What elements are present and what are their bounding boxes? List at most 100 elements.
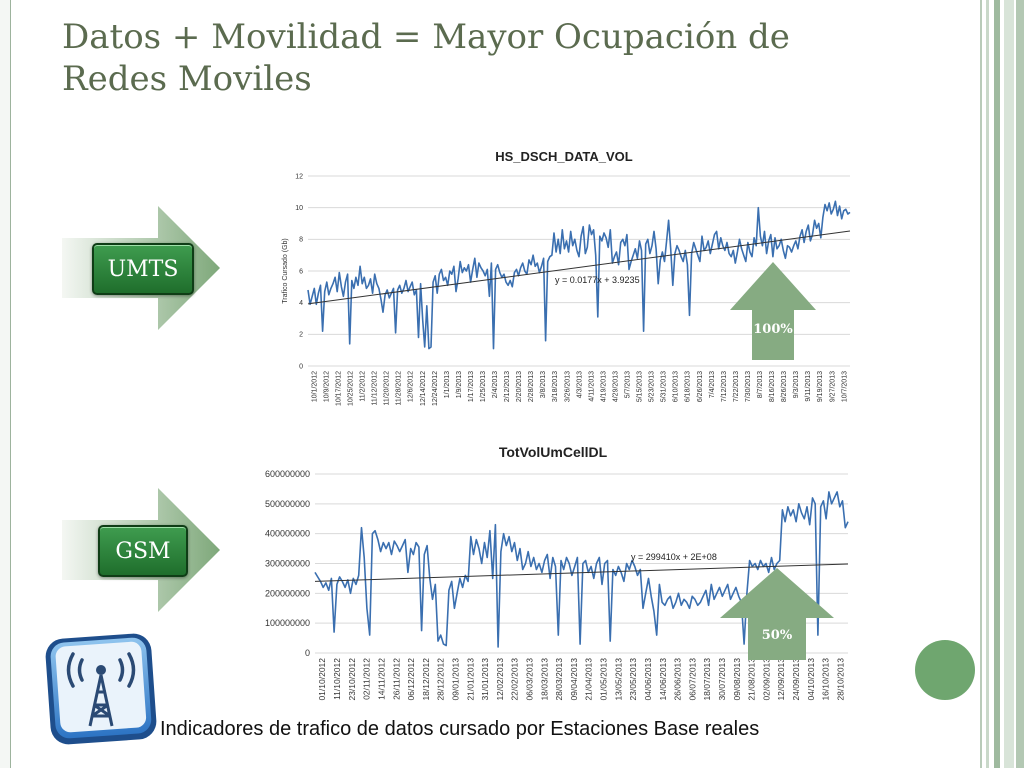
wireless-tower-icon [45, 633, 157, 745]
x-tick-label: 10/7/2013 [841, 371, 848, 402]
x-tick-label: 21/01/2013 [465, 658, 475, 701]
x-tick-label: 11/2/2012 [360, 371, 367, 402]
x-tick-label: 28/03/2013 [554, 658, 564, 701]
x-tick-label: 18/07/2013 [702, 658, 712, 701]
x-tick-label: 12/24/2012 [432, 371, 439, 406]
x-tick-label: 01/10/2012 [317, 658, 327, 701]
x-tick-label: 14/11/2012 [376, 658, 386, 700]
x-tick-label: 3/26/2013 [564, 371, 571, 402]
x-tick-label: 12/09/2013 [776, 658, 786, 701]
y-tick-label: 500000000 [265, 499, 310, 509]
y-tick-label: 400000000 [265, 529, 310, 539]
umts-increase-label: 100% [753, 322, 793, 337]
x-tick-label: 22/02/2013 [510, 658, 520, 701]
x-tick-label: 02/11/2012 [362, 658, 372, 700]
trendline-equation: y = 0.0177x + 3.9235 [555, 275, 640, 285]
gsm-label: GSM [115, 538, 171, 564]
x-tick-label: 2/20/2013 [516, 371, 523, 402]
x-tick-label: 3/18/2013 [552, 371, 559, 402]
x-tick-label: 7/12/2013 [721, 371, 728, 402]
x-tick-label: 21/04/2013 [584, 658, 594, 701]
x-tick-label: 11/10/2012 [332, 658, 342, 700]
x-tick-label: 7/22/2013 [733, 371, 740, 402]
x-tick-label: 7/30/2013 [745, 371, 752, 402]
x-tick-label: 12/6/2012 [408, 371, 415, 402]
series-line [314, 491, 849, 648]
x-tick-label: 1/17/2013 [468, 371, 475, 402]
x-tick-label: 06/07/2013 [687, 658, 697, 701]
y-tick-label: 12 [295, 173, 303, 180]
y-tick-label: 4 [299, 300, 303, 307]
x-tick-label: 9/11/2013 [805, 371, 812, 402]
y-tick-label: 300000000 [265, 559, 310, 569]
x-tick-label: 28/12/2012 [436, 658, 446, 701]
x-tick-label: 11/20/2012 [384, 371, 391, 406]
circle-decoration [915, 640, 975, 700]
umts-badge: UMTS [92, 243, 194, 295]
x-tick-label: 6/10/2013 [673, 371, 680, 402]
chart-title: TotVolUmCellDL [499, 444, 608, 460]
x-tick-label: 26/06/2013 [673, 658, 683, 701]
x-tick-label: 8/16/2013 [769, 371, 776, 402]
x-tick-label: 5/7/2013 [625, 371, 632, 398]
x-tick-label: 3/8/2013 [540, 371, 547, 398]
x-tick-label: 18/03/2013 [539, 658, 549, 701]
gsm-up-arrow-icon: 50% [720, 568, 834, 660]
left-frame-border [0, 0, 11, 768]
trendline [307, 230, 851, 305]
trendline [314, 563, 849, 582]
x-tick-label: 9/27/2013 [829, 371, 836, 402]
x-tick-label: 30/07/2013 [717, 658, 727, 701]
x-tick-label: 6/26/2013 [697, 371, 704, 402]
x-tick-label: 5/31/2013 [661, 371, 668, 402]
x-tick-label: 01/05/2013 [599, 658, 609, 701]
x-tick-label: 2/12/2013 [504, 371, 511, 402]
y-tick-label: 6 [299, 268, 303, 275]
y-tick-label: 100000000 [265, 618, 310, 628]
y-axis-label: Trafico Cursado (Gb) [282, 238, 289, 303]
x-tick-label: 1/1/2013 [444, 371, 451, 398]
y-tick-label: 8 [299, 237, 303, 244]
x-tick-label: 11/12/2012 [372, 371, 379, 406]
x-tick-label: 7/4/2013 [709, 371, 716, 398]
x-tick-label: 11/28/2012 [396, 371, 403, 406]
umts-label: UMTS [107, 256, 179, 282]
x-tick-label: 31/01/2013 [480, 658, 490, 701]
right-frame-stripes [978, 0, 1024, 768]
x-tick-label: 4/29/2013 [612, 371, 619, 402]
x-tick-label: 16/10/2013 [821, 658, 831, 701]
x-tick-label: 23/05/2013 [628, 658, 638, 701]
x-tick-label: 14/06/2013 [658, 658, 668, 701]
x-tick-label: 9/3/2013 [793, 371, 800, 398]
x-tick-label: 1/9/2013 [456, 371, 463, 398]
x-tick-label: 10/1/2012 [311, 371, 318, 402]
series-line [307, 200, 851, 350]
trendline-equation: y = 299410x + 2E+08 [631, 552, 717, 562]
slide-caption: Indicadores de trafico de datos cursado … [160, 718, 760, 740]
gsm-traffic-chart: TotVolUmCellDL 0 100000000 200000000 300000… [265, 444, 849, 701]
x-tick-label: 12/02/2013 [495, 658, 505, 701]
x-tick-label: 04/10/2013 [806, 658, 816, 701]
x-tick-label: 6/18/2013 [685, 371, 692, 402]
x-tick-label: 8/7/2013 [757, 371, 764, 398]
x-tick-label: 24/09/2013 [791, 658, 801, 701]
x-tick-label: 4/3/2013 [576, 371, 583, 398]
chart-title: HS_DSCH_DATA_VOL [495, 149, 633, 164]
x-tick-label: 28/10/2013 [835, 658, 845, 701]
x-tick-label: 09/01/2013 [450, 658, 460, 701]
x-tick-label: 12/14/2012 [420, 371, 427, 406]
x-tick-label: 5/15/2013 [637, 371, 644, 402]
umts-traffic-chart: HS_DSCH_DATA_VOL Trafico Cursado (Gb) 0 2… [282, 149, 851, 406]
y-tick-label: 0 [299, 363, 303, 370]
umts-up-arrow-icon: 100% [730, 262, 816, 360]
x-tick-label: 10/25/2012 [347, 371, 354, 406]
x-tick-label: 5/23/2013 [649, 371, 656, 402]
gsm-badge: GSM [98, 525, 188, 577]
x-tick-label: 04/06/2013 [643, 658, 653, 701]
gsm-increase-label: 50% [762, 628, 793, 643]
x-tick-label: 18/12/2012 [421, 658, 431, 701]
x-tick-label: 23/10/2012 [347, 658, 357, 701]
x-tick-label: 13/05/2013 [613, 658, 623, 701]
x-tick-label: 09/04/2013 [569, 658, 579, 701]
y-tick-label: 600000000 [265, 469, 310, 479]
